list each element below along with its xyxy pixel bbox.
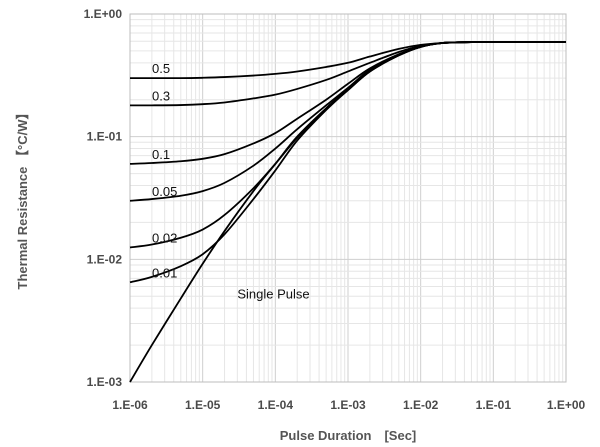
series-label: 0.3 bbox=[152, 88, 170, 103]
y-tick-label: 1.E-03 bbox=[87, 375, 123, 389]
y-tick-label: 1.E-02 bbox=[87, 252, 123, 266]
plot-frame bbox=[129, 13, 567, 383]
x-tick-label: 1.E-01 bbox=[476, 398, 512, 412]
y-tick-label: 1.E-01 bbox=[87, 130, 123, 144]
x-tick-label: 1.E-04 bbox=[258, 398, 294, 412]
series-line bbox=[129, 41, 566, 383]
x-axis-ticks: 1.E-06 1.E-05 1.E-04 1.E-03 1.E-02 1.E-01 1.E+… bbox=[112, 398, 585, 412]
series-label: 0.01 bbox=[152, 265, 177, 280]
curve-labels: 0.5 0.3 0.1 0.05 0.02 0.01 Single Pulse bbox=[152, 61, 310, 301]
grid bbox=[129, 14, 566, 383]
x-tick-label: 1.E-02 bbox=[403, 398, 439, 412]
x-tick-label: 1.E+00 bbox=[547, 398, 586, 412]
series-label: 0.05 bbox=[152, 184, 177, 199]
y-axis-ticks: 1.E-03 1.E-02 1.E-01 1.E+00 bbox=[84, 7, 123, 389]
series-label: 0.02 bbox=[152, 230, 177, 245]
x-tick-label: 1.E-05 bbox=[185, 398, 221, 412]
x-tick-label: 1.E-06 bbox=[112, 398, 148, 412]
y-axis-title: Thermal Resistance 【°C/W】 bbox=[15, 107, 30, 290]
curves bbox=[129, 41, 566, 383]
y-tick-label: 1.E+00 bbox=[84, 7, 123, 21]
series-label: Single Pulse bbox=[237, 286, 309, 301]
series-label: 0.1 bbox=[152, 147, 170, 162]
series-label: 0.5 bbox=[152, 61, 170, 76]
x-axis-title: Pulse Duration [Sec] bbox=[280, 428, 417, 443]
x-tick-label: 1.E-03 bbox=[330, 398, 366, 412]
